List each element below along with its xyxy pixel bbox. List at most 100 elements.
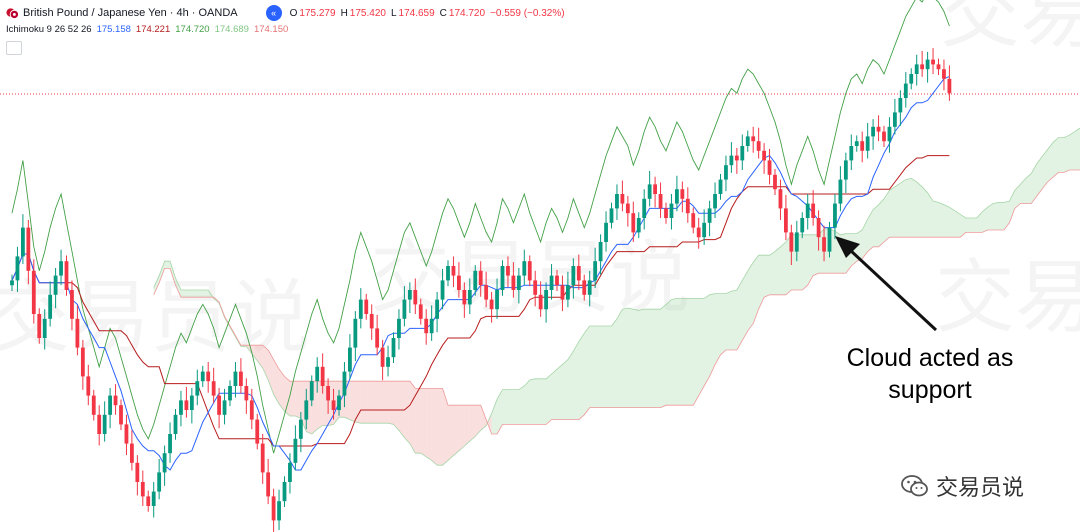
candle-body: [179, 400, 183, 415]
cloud-segment: [535, 378, 541, 425]
candle-body: [293, 438, 298, 463]
collapse-chevrons-icon[interactable]: «: [265, 5, 282, 21]
candle-body: [816, 218, 821, 238]
candle-body: [734, 155, 739, 161]
candle-body: [903, 83, 908, 98]
cloud-segment: [900, 179, 906, 238]
candle-body: [718, 179, 723, 194]
cloud-segment: [933, 201, 939, 238]
candle-body: [794, 232, 799, 252]
cloud-segment: [202, 290, 209, 298]
candle-body: [805, 203, 810, 218]
candle-body: [424, 318, 429, 334]
cloud-segment: [938, 202, 944, 238]
candle-body: [108, 395, 112, 415]
cloud-segment: [573, 341, 579, 420]
cloud-segment: [595, 326, 601, 408]
candle-body: [767, 160, 772, 175]
candle-body: [664, 208, 668, 218]
chikou-span-line: [11, 0, 950, 454]
candle-body: [358, 299, 363, 319]
cloud-segment: [431, 388, 438, 466]
candle-body: [315, 366, 320, 382]
indicator-name[interactable]: Ichimoku 9 26 52 26: [6, 24, 92, 35]
annotation-arrow: [835, 236, 938, 332]
candle-body: [162, 453, 167, 473]
cloud-segment: [725, 291, 732, 350]
cloud-segment: [448, 405, 454, 461]
wechat-icon: [901, 475, 928, 497]
cloud-segment: [758, 255, 765, 310]
cloud-segment: [747, 262, 754, 331]
cloud-segment: [873, 204, 879, 247]
candle-body: [658, 194, 663, 209]
candle-body: [495, 290, 499, 310]
cloud-segment: [398, 381, 405, 438]
cloud-segment: [377, 381, 383, 424]
watermark-text: 交易员说: [940, 0, 1080, 57]
cloud-segment: [878, 198, 884, 247]
candle-body: [827, 227, 832, 252]
candle-body: [931, 59, 935, 65]
cloud-segment: [987, 203, 993, 230]
cloud-segment: [731, 290, 737, 350]
currency-pair-icon[interactable]: [6, 7, 19, 20]
cloud-segment: [251, 345, 258, 361]
candle-body: [560, 285, 565, 300]
candle-body: [800, 218, 805, 233]
candle-body: [860, 141, 865, 151]
brand-text: 交易员说: [936, 475, 1025, 500]
indicator-value-lagging: 174.720: [175, 24, 210, 35]
cloud-segment: [475, 405, 481, 437]
candle-body: [843, 160, 848, 180]
cloud-segment: [916, 182, 923, 238]
indicator-value-base: 174.221: [135, 24, 171, 35]
cloud-segment: [633, 309, 639, 408]
candle-body: [702, 222, 707, 238]
candle-body: [189, 395, 194, 410]
cloud-segment: [1031, 164, 1037, 204]
cloud-segment: [486, 413, 492, 434]
cloud-segment: [1074, 128, 1080, 170]
candle-body: [566, 285, 570, 300]
cloud-segment: [736, 280, 743, 350]
indicator-value-span-a: 174.689: [214, 24, 249, 35]
candle-body: [48, 294, 53, 319]
candle-body: [620, 194, 625, 204]
cloud-segment: [627, 308, 634, 408]
candle-body: [751, 136, 756, 142]
indicator-collapse-button[interactable]: [6, 41, 22, 55]
candle-body: [217, 395, 221, 415]
candle-body: [571, 266, 576, 286]
cloud-segment: [546, 374, 552, 425]
cloud-segment: [949, 207, 955, 238]
cloud-segment: [502, 389, 508, 425]
candle-body: [326, 386, 330, 401]
annotation-line-1: Cloud acted as: [846, 344, 1014, 372]
cloud-segment: [1063, 135, 1070, 173]
symbol-title[interactable]: British Pound / Japanese Yen · 4h · OAND…: [23, 7, 238, 19]
candle-body: [625, 203, 630, 214]
candle-body: [506, 266, 510, 276]
candle-body: [865, 136, 870, 151]
cloud-segment: [965, 218, 972, 233]
cloud-segment: [153, 275, 160, 295]
candle-body: [669, 203, 674, 218]
cloud-segment: [927, 192, 934, 238]
cloud-segment: [606, 326, 612, 408]
candle-body: [604, 222, 608, 242]
cloud-segment: [780, 242, 786, 295]
candle-body: [348, 347, 352, 372]
candle-body: [576, 266, 581, 281]
cloud-segment: [497, 389, 503, 434]
candle-body: [440, 280, 445, 300]
cloud-segment: [382, 381, 389, 424]
indicator-legend[interactable]: Ichimoku 9 26 52 26 175.158 174.221 174.…: [6, 24, 288, 35]
candle-body: [119, 405, 123, 425]
candle-body: [936, 64, 941, 70]
cloud-segment: [720, 293, 726, 355]
candle-body: [696, 227, 701, 238]
candle-body: [647, 184, 652, 199]
ichimoku-cloud: [153, 128, 1080, 466]
